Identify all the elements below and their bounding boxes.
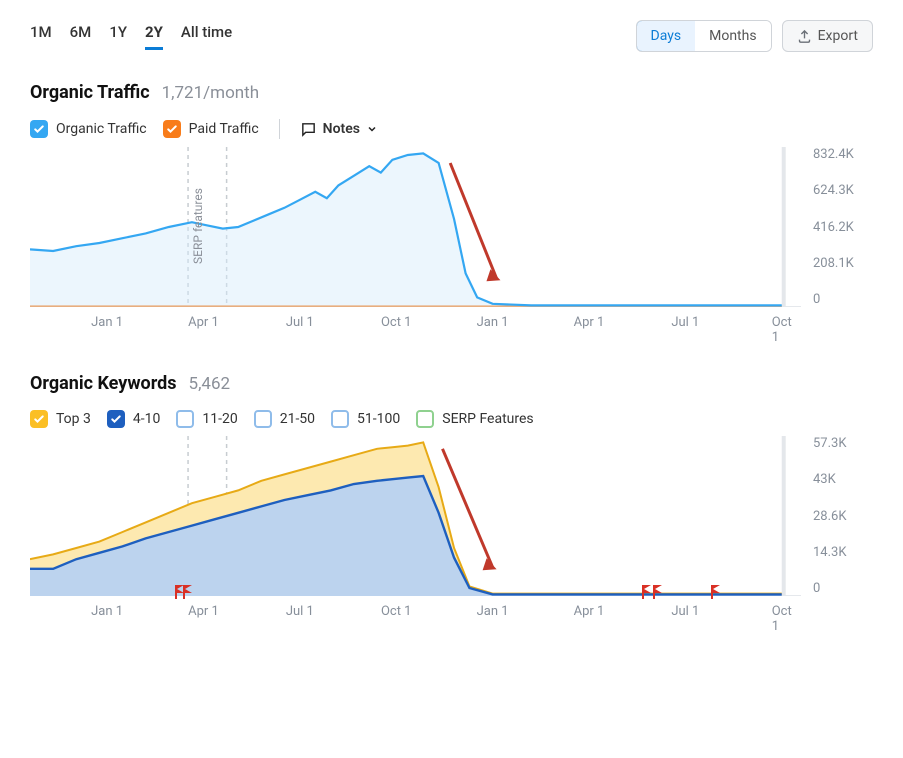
tab-all-time[interactable]: All time — [181, 23, 232, 50]
legend-top-3[interactable]: Top 3 — [30, 410, 91, 428]
keywords-x-axis: Jan 1Apr 1Jul 1Oct 1Jan 1Apr 1Jul 1Oct 1 — [30, 604, 873, 622]
granularity-months[interactable]: Months — [695, 21, 770, 51]
legend-organic-traffic[interactable]: Organic Traffic — [30, 120, 147, 138]
y-tick: 416.2K — [813, 220, 854, 235]
export-button[interactable]: Export — [782, 20, 873, 52]
x-tick: Jan 1 — [91, 315, 123, 330]
organic-traffic-section: Organic Traffic 1,721/month Organic Traf… — [30, 82, 873, 333]
note-flag[interactable] — [711, 585, 722, 599]
y-tick: 832.4K — [813, 147, 854, 162]
tab-1m[interactable]: 1M — [30, 23, 52, 50]
traffic-header: Organic Traffic 1,721/month — [30, 82, 873, 103]
legend-51-100[interactable]: 51-100 — [331, 410, 400, 428]
tab-6m[interactable]: 6M — [70, 23, 92, 50]
traffic-x-axis: Jan 1Apr 1Jul 1Oct 1Jan 1Apr 1Jul 1Oct 1 — [30, 315, 873, 333]
traffic-legend: Organic Traffic Paid Traffic Notes — [30, 119, 873, 139]
legend-label: 4-10 — [133, 411, 160, 427]
traffic-chart: SERP features 832.4K 624.3K 416.2K 208.1… — [30, 147, 873, 307]
granularity-toggle: Days Months — [636, 20, 772, 52]
keywords-subtitle: 5,462 — [189, 374, 231, 394]
note-flag[interactable] — [653, 585, 664, 599]
y-tick: 28.6K — [813, 509, 847, 524]
x-tick: Jul 1 — [286, 604, 314, 619]
x-tick: Jul 1 — [671, 315, 699, 330]
tab-2y[interactable]: 2Y — [145, 23, 163, 50]
note-flag[interactable] — [642, 585, 653, 599]
notes-icon — [300, 121, 317, 138]
legend-label: Top 3 — [56, 411, 91, 427]
x-tick: Oct 1 — [381, 604, 412, 619]
divider — [279, 119, 280, 139]
granularity-days[interactable]: Days — [636, 20, 697, 52]
x-tick: Jan 1 — [91, 604, 123, 619]
keywords-header: Organic Keywords 5,462 — [30, 373, 873, 394]
note-flag[interactable] — [183, 585, 194, 599]
y-tick: 0 — [813, 292, 820, 307]
keywords-y-axis: 57.3K 43K 28.6K 14.3K 0 — [801, 436, 873, 596]
export-icon — [797, 29, 812, 44]
y-tick: 43K — [813, 472, 836, 487]
traffic-plot[interactable]: SERP features — [30, 147, 801, 307]
keywords-title: Organic Keywords — [30, 373, 177, 394]
y-tick: 624.3K — [813, 183, 854, 198]
serp-features-marker: SERP features — [191, 188, 205, 264]
x-tick: Oct 1 — [772, 315, 792, 345]
traffic-title: Organic Traffic — [30, 82, 150, 103]
right-controls: Days Months Export — [636, 20, 873, 52]
x-tick: Apr 1 — [188, 604, 219, 619]
organic-keywords-section: Organic Keywords 5,462 Top 3 4-10 11-20 21-… — [30, 373, 873, 622]
x-tick: Jan 1 — [477, 604, 509, 619]
x-tick: Apr 1 — [574, 604, 605, 619]
legend-11-20[interactable]: 11-20 — [176, 410, 237, 428]
y-tick: 208.1K — [813, 256, 854, 271]
legend-label: 11-20 — [202, 411, 237, 427]
x-tick: Apr 1 — [188, 315, 219, 330]
legend-serp-features[interactable]: SERP Features — [416, 410, 533, 428]
legend-label: 21-50 — [280, 411, 315, 427]
keywords-plot[interactable] — [30, 436, 801, 596]
keywords-legend: Top 3 4-10 11-20 21-50 51-100 SERP Features — [30, 410, 873, 428]
chevron-down-icon — [366, 123, 378, 135]
traffic-subtitle: 1,721/month — [162, 83, 260, 103]
x-tick: Jul 1 — [671, 604, 699, 619]
export-label: Export — [818, 28, 858, 44]
y-tick: 57.3K — [813, 436, 847, 451]
toolbar: 1M 6M 1Y 2Y All time Days Months Export — [30, 20, 873, 52]
legend-4-10[interactable]: 4-10 — [107, 410, 160, 428]
x-tick: Jul 1 — [286, 315, 314, 330]
legend-label: SERP Features — [442, 411, 533, 427]
legend-label: 51-100 — [357, 411, 400, 427]
legend-label: Paid Traffic — [189, 121, 259, 137]
legend-label: Organic Traffic — [56, 121, 147, 137]
notes-label: Notes — [323, 121, 360, 137]
x-tick: Oct 1 — [381, 315, 412, 330]
y-tick: 14.3K — [813, 545, 847, 560]
notes-dropdown[interactable]: Notes — [300, 121, 378, 138]
traffic-y-axis: 832.4K 624.3K 416.2K 208.1K 0 — [801, 147, 873, 307]
keywords-chart: 57.3K 43K 28.6K 14.3K 0 — [30, 436, 873, 596]
time-range-tabs: 1M 6M 1Y 2Y All time — [30, 23, 232, 50]
y-tick: 0 — [813, 581, 820, 596]
x-tick: Oct 1 — [772, 604, 792, 634]
x-tick: Jan 1 — [477, 315, 509, 330]
legend-paid-traffic[interactable]: Paid Traffic — [163, 120, 259, 138]
tab-1y[interactable]: 1Y — [109, 23, 127, 50]
x-tick: Apr 1 — [574, 315, 605, 330]
legend-21-50[interactable]: 21-50 — [254, 410, 315, 428]
